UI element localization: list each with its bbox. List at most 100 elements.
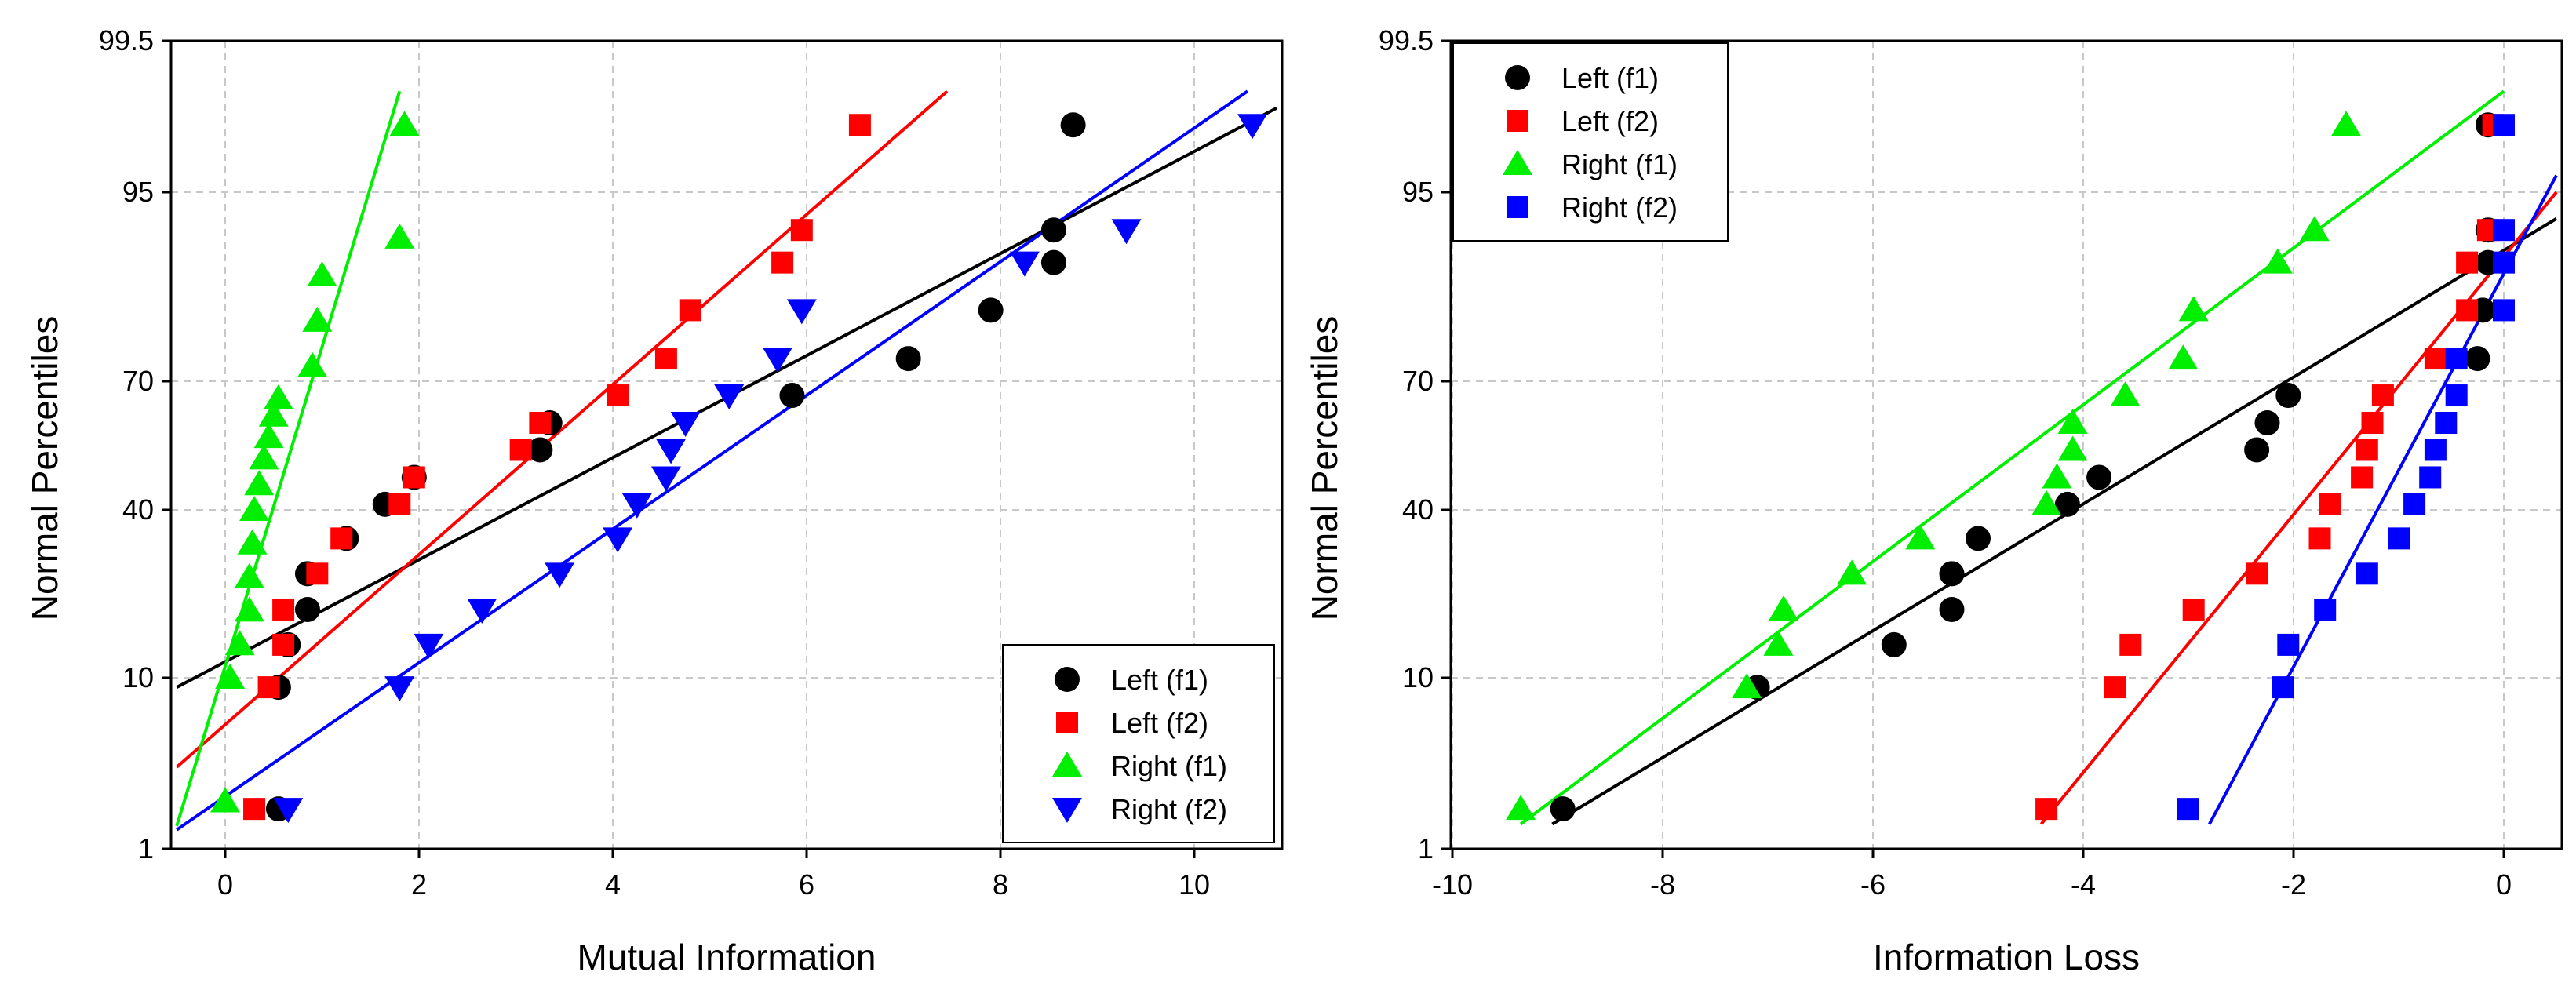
data-point [1009,251,1040,277]
y-tick-label: 1 [138,832,154,864]
y-tick-label: 95 [1402,176,1434,208]
data-point [1237,114,1268,140]
data-point [384,676,415,702]
data-point [257,676,280,699]
data-point [302,306,333,332]
data-point [779,383,805,409]
fit-line [1551,217,2558,826]
legend-label: Left (f2) [1561,105,1659,137]
data-point [388,493,411,515]
legend-label: Left (f2) [1111,707,1208,739]
y-tick-label: 40 [1402,493,1434,526]
data-point [2371,384,2394,407]
data-point [414,633,444,659]
y-tick-label: 1 [1418,832,1434,864]
data-point [1939,561,1965,587]
data-point [330,527,353,550]
data-point [273,798,304,824]
legend-marker [1055,667,1080,692]
x-axis-title: Mutual Information [578,937,876,977]
legend-marker [1052,798,1082,823]
data-point [272,633,295,656]
data-point [2119,633,2142,656]
data-point [2361,412,2384,435]
data-point [263,384,293,409]
data-point [714,384,745,410]
data-point [2086,464,2112,490]
data-point [306,562,329,585]
data-point [2319,493,2341,515]
chart-panel-2: 1 10 40 70 95 99.5 -10 -8 -6 -4 -2 0 Information Los… [1304,24,2563,977]
fit-line [2208,174,2558,825]
data-point [258,401,289,427]
data-point [297,351,328,377]
data-point [234,596,264,622]
chart-panel-1: 1 10 40 70 95 99.5 0 2 4 6 8 10 Mutual Information No… [24,24,1284,977]
data-point [2031,490,2062,515]
fit-line [175,89,949,769]
data-point [650,466,681,492]
data-point [2054,491,2080,517]
data-point [215,664,246,689]
data-point [895,346,921,372]
plot-frame [169,39,1284,850]
series-right-f1 [1506,111,2361,821]
data-point [307,261,337,287]
data-point [2168,344,2199,370]
x-tick-label: 10 [1179,868,1210,901]
x-tick-label: 4 [605,868,621,901]
legend-box [1452,42,1729,242]
data-point [527,437,553,463]
x-axis-title: Information Loss [1873,937,2140,977]
x-tick-label: 8 [993,868,1008,901]
legend-marker [1052,752,1082,777]
data-point [670,412,701,438]
plot-area [175,89,1277,832]
y-tick-label: 70 [122,365,154,397]
y-tick-label: 70 [1402,365,1434,397]
series-left-f2 [243,114,871,821]
data-point [237,529,268,555]
data-point [848,114,871,136]
data-point [1111,219,1142,245]
x-tick-label: 2 [411,868,427,901]
data-point [2104,676,2126,699]
fit-line [176,89,1249,832]
legend-label: Right (f2) [1561,191,1678,224]
data-point [2351,466,2374,489]
data-point [467,598,497,624]
legend-box [1002,644,1275,843]
data-point [403,466,425,489]
series-right-f2 [2177,114,2515,821]
data-point [2035,798,2058,821]
y-tick-label: 99.5 [99,24,154,56]
data-point [294,596,320,622]
data-point [771,251,794,274]
data-point [656,439,687,464]
x-tick-label: -2 [2281,868,2306,901]
data-point [607,384,629,407]
data-point [2254,410,2280,436]
data-point [2356,439,2378,461]
legend-marker [1503,150,1532,175]
data-point [234,562,264,588]
data-point [2262,248,2293,274]
data-point [272,598,295,621]
legend-label: Left (f1) [1111,664,1208,696]
y-axis-title: Normal Percentiles [1304,316,1345,621]
data-point [2110,381,2141,407]
data-point [210,787,240,813]
data-point [2424,348,2447,370]
legend-label: Right (f1) [1561,148,1678,180]
series-right-f1 [210,111,420,813]
legend: Left (f1) Left (f2) Right (f1) Right (f2) [1452,42,1729,242]
data-point [2356,562,2378,585]
data-point [2493,219,2515,242]
x-tick-label: 0 [2496,868,2512,901]
data-point [603,527,633,553]
data-point [790,219,813,242]
data-point [2331,111,2361,136]
legend: Left (f1) Left (f2) Right (f1) Right (f2) [1002,644,1275,843]
series-right-f2 [273,114,1268,824]
